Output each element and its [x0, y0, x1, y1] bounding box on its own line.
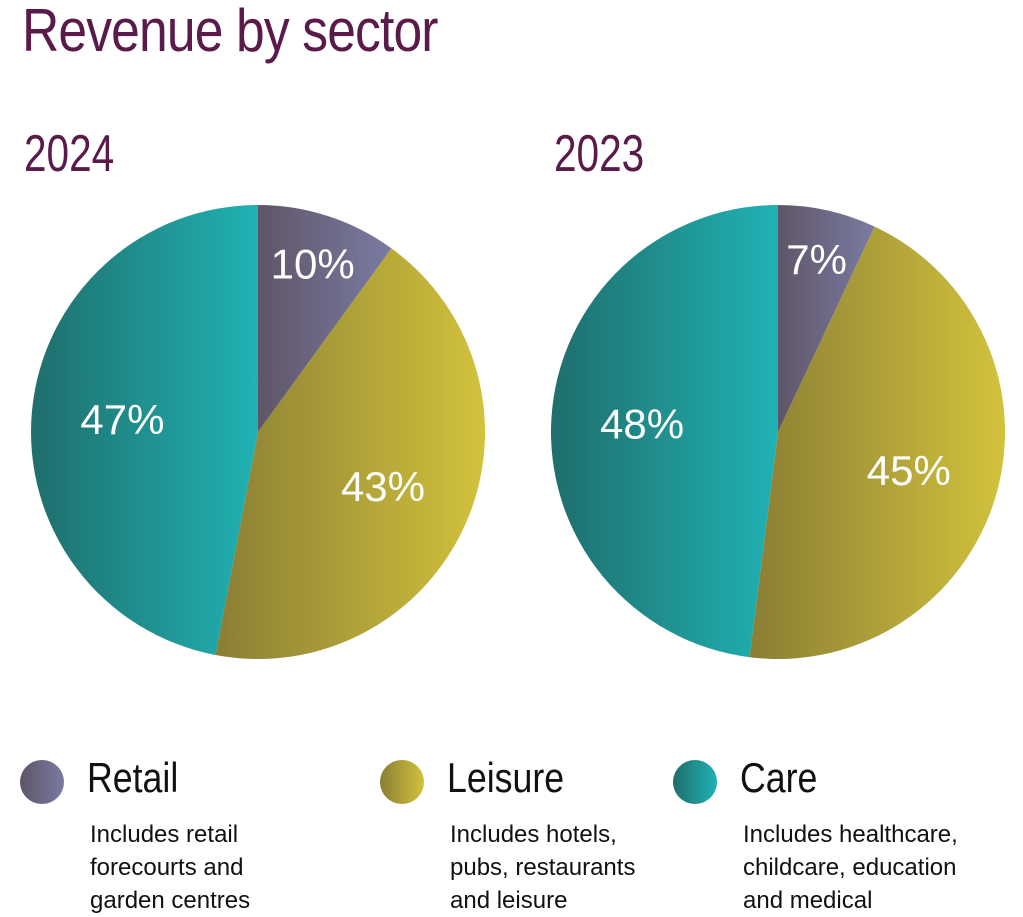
pie-slice-2024-retail: [258, 205, 392, 432]
legend-swatch-retail: [20, 760, 64, 804]
pie-label-2023-care: 48%: [600, 400, 684, 447]
pie-2024-label: 2024: [24, 125, 115, 183]
pie-charts: 10% 43% 47% 7% 45% 48%: [31, 205, 1005, 659]
legend-desc-line: and medical: [743, 887, 873, 914]
pie-label-2024-retail: 10%: [271, 241, 355, 288]
pie-2023-label: 2023: [554, 125, 645, 183]
chart-title: Revenue by sector: [22, 0, 438, 64]
legend-description-care: Includes healthcare, childcare, educatio…: [743, 818, 958, 917]
legend-swatch-care: [673, 760, 717, 804]
pie-label-2023-leisure: 45%: [867, 447, 951, 494]
legend-swatch-leisure: [380, 760, 424, 804]
pie-slice-2024-care: [31, 205, 259, 655]
legend-desc-line: garden centres: [90, 887, 251, 914]
legend-description-retail: Includes retail forecourts and garden ce…: [90, 818, 250, 917]
legend-label-leisure: Leisure: [447, 754, 565, 801]
legend-desc-line: Includes healthcare,: [743, 821, 958, 848]
pie-slice-2023-retail: [778, 205, 875, 432]
pie-slice-2023-leisure: [749, 226, 1005, 659]
legend-desc-line: Includes retail: [90, 821, 239, 848]
legend-desc-line: childcare, education: [743, 854, 957, 881]
pie-label-2024-care: 47%: [80, 396, 164, 443]
legend-desc-line: and leisure: [450, 887, 568, 914]
legend-label-care: Care: [740, 754, 818, 801]
legend-label-retail: Retail: [87, 754, 179, 801]
pie-slice-2024-leisure: [215, 248, 485, 659]
pie-slice-2023-care: [551, 205, 778, 658]
pie-label-2024-leisure: 43%: [341, 463, 425, 510]
legend-desc-line: forecourts and: [90, 854, 244, 881]
pie-label-2023-retail: 7%: [786, 236, 847, 283]
legend-desc-line: Includes hotels,: [450, 821, 617, 848]
legend-description-leisure: Includes hotels, pubs, restaurants and l…: [450, 818, 635, 917]
legend-desc-line: pubs, restaurants: [450, 854, 636, 881]
